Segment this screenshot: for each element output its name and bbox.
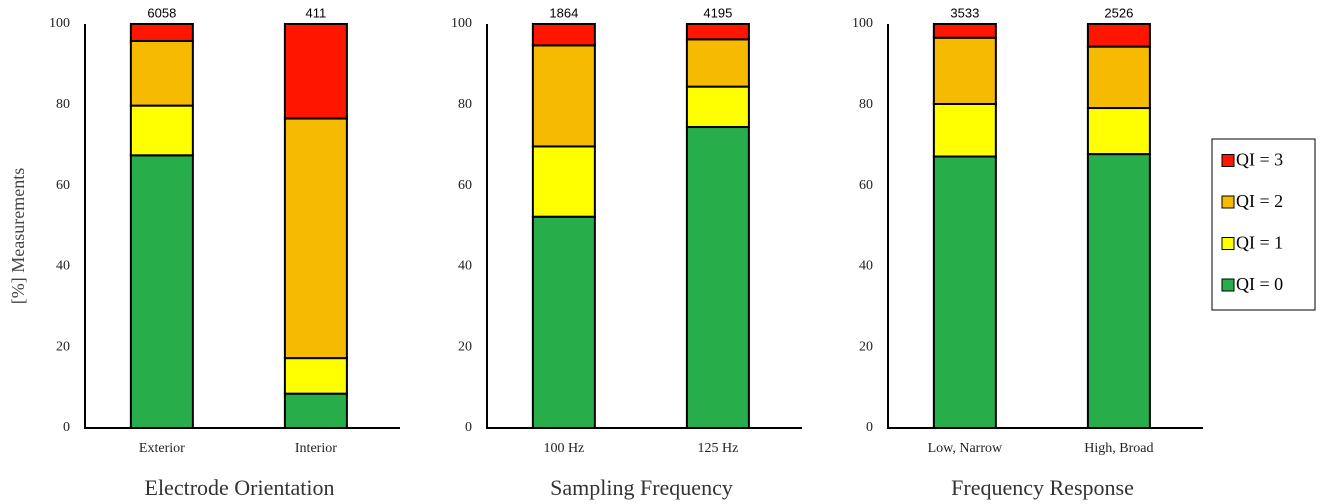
count-label: 6058 bbox=[147, 5, 176, 20]
bar-segment bbox=[932, 23, 997, 39]
bar-segment bbox=[685, 38, 750, 88]
y-tick-label: 100 bbox=[49, 16, 70, 31]
legend-label: QI = 3 bbox=[1236, 150, 1283, 170]
y-tick-label: 20 bbox=[859, 339, 873, 354]
bar-segment bbox=[283, 392, 348, 430]
y-axis-label: [%] Measurements bbox=[8, 168, 28, 304]
bar-segment bbox=[932, 36, 997, 105]
bar-segment bbox=[685, 23, 750, 41]
x-axis-label: Sampling Frequency bbox=[550, 475, 733, 500]
bar-segment bbox=[1086, 153, 1151, 429]
y-tick-label: 80 bbox=[56, 97, 70, 112]
x-tick-label: Exterior bbox=[139, 441, 185, 456]
bar-segment bbox=[283, 23, 348, 120]
legend-swatch bbox=[1221, 278, 1235, 292]
bar-segment bbox=[129, 104, 194, 157]
legend-swatch bbox=[1221, 154, 1235, 167]
y-tick-label: 80 bbox=[458, 97, 472, 112]
legend-label: QI = 2 bbox=[1236, 191, 1283, 211]
x-tick-label: 125 Hz bbox=[697, 441, 738, 456]
bar-segment bbox=[531, 145, 596, 218]
legend-label: QI = 1 bbox=[1236, 233, 1283, 253]
bar-segment bbox=[531, 215, 596, 429]
y-tick-label: 80 bbox=[859, 97, 873, 112]
y-tick-label: 40 bbox=[859, 259, 873, 274]
y-tick-label: 0 bbox=[866, 420, 873, 435]
legend-swatch bbox=[1221, 195, 1235, 209]
bar-segment bbox=[685, 126, 750, 430]
bar-segment bbox=[129, 39, 194, 107]
y-tick-label: 60 bbox=[859, 178, 873, 193]
x-tick-label: Interior bbox=[295, 441, 337, 456]
legend-swatch bbox=[1221, 237, 1235, 250]
y-tick-label: 20 bbox=[56, 339, 70, 354]
bar-segment bbox=[1086, 45, 1151, 110]
legend-label: QI = 0 bbox=[1236, 274, 1283, 294]
count-label: 3533 bbox=[950, 5, 979, 20]
count-label: 4195 bbox=[703, 5, 732, 20]
y-tick-label: 40 bbox=[56, 259, 70, 274]
y-tick-label: 0 bbox=[63, 420, 70, 435]
count-label: 1864 bbox=[549, 5, 578, 20]
x-axis-label: Electrode Orientation bbox=[145, 475, 335, 500]
x-axis-label: Frequency Response bbox=[951, 475, 1134, 500]
bar-segment bbox=[1086, 107, 1151, 156]
x-tick-label: High, Broad bbox=[1084, 441, 1153, 456]
bar-segment bbox=[531, 44, 596, 148]
y-tick-label: 100 bbox=[852, 16, 873, 31]
bar-segment bbox=[283, 357, 348, 395]
y-tick-label: 60 bbox=[458, 178, 472, 193]
bar-segment bbox=[932, 155, 997, 429]
bar-segment bbox=[129, 154, 194, 430]
bar-segment bbox=[129, 23, 194, 42]
bar-segment bbox=[685, 85, 750, 129]
count-label: 2526 bbox=[1104, 5, 1133, 20]
bar-segment bbox=[531, 23, 596, 47]
y-tick-label: 20 bbox=[458, 339, 472, 354]
y-tick-label: 100 bbox=[451, 16, 472, 31]
bar-segment bbox=[932, 102, 997, 158]
y-tick-label: 0 bbox=[465, 420, 472, 435]
y-tick-label: 60 bbox=[56, 178, 70, 193]
bar-segment bbox=[283, 117, 348, 360]
x-tick-label: Low, Narrow bbox=[928, 441, 1003, 456]
x-tick-label: 100 Hz bbox=[543, 441, 584, 456]
bar-segment bbox=[1086, 23, 1151, 48]
y-tick-label: 40 bbox=[458, 259, 472, 274]
count-label: 411 bbox=[306, 5, 327, 20]
